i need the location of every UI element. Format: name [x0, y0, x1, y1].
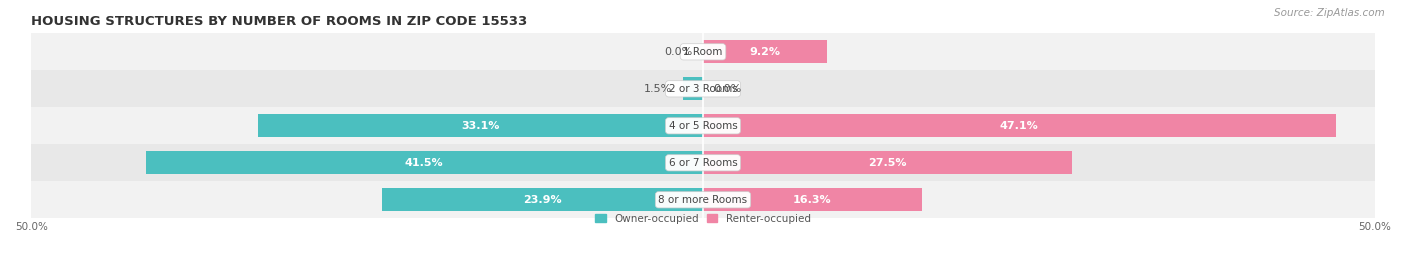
Bar [259, 114, 703, 137]
Text: HOUSING STRUCTURES BY NUMBER OF ROOMS IN ZIP CODE 15533: HOUSING STRUCTURES BY NUMBER OF ROOMS IN… [31, 15, 527, 28]
Text: 4 or 5 Rooms: 4 or 5 Rooms [669, 121, 737, 131]
Text: 1.5%: 1.5% [644, 84, 672, 94]
Bar [703, 188, 922, 211]
Bar [146, 151, 703, 174]
Text: 6 or 7 Rooms: 6 or 7 Rooms [669, 158, 737, 168]
Bar [31, 107, 1375, 144]
Legend: Owner-occupied, Renter-occupied: Owner-occupied, Renter-occupied [591, 210, 815, 228]
Text: Source: ZipAtlas.com: Source: ZipAtlas.com [1274, 8, 1385, 18]
Text: 47.1%: 47.1% [1000, 121, 1039, 131]
Bar [31, 33, 1375, 70]
Text: 27.5%: 27.5% [869, 158, 907, 168]
Bar [683, 77, 703, 100]
Bar [703, 114, 1336, 137]
Text: 33.1%: 33.1% [461, 121, 501, 131]
Text: 8 or more Rooms: 8 or more Rooms [658, 195, 748, 205]
Text: 2 or 3 Rooms: 2 or 3 Rooms [669, 84, 737, 94]
Bar [703, 151, 1073, 174]
Text: 16.3%: 16.3% [793, 195, 832, 205]
Text: 1 Room: 1 Room [683, 47, 723, 57]
Text: 9.2%: 9.2% [749, 47, 780, 57]
Text: 23.9%: 23.9% [523, 195, 562, 205]
Bar [31, 70, 1375, 107]
Bar [31, 144, 1375, 181]
Text: 41.5%: 41.5% [405, 158, 444, 168]
Bar [382, 188, 703, 211]
Text: 0.0%: 0.0% [714, 84, 742, 94]
Text: 0.0%: 0.0% [664, 47, 692, 57]
Bar [31, 181, 1375, 218]
Bar [703, 40, 827, 63]
